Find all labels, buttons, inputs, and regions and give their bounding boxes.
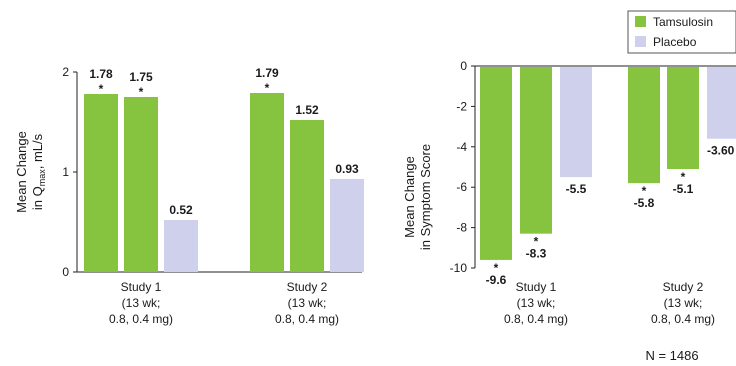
bar [667,67,699,170]
significance-marker: * [99,82,104,96]
y-tick-label: -4 [456,140,467,154]
category-label: (13 wk; [517,296,556,310]
data-label: 0.93 [335,162,359,176]
significance-marker: * [681,170,686,184]
y-tick-label: -10 [450,261,468,275]
bar [164,220,198,272]
category-label: Study 2 [287,280,328,294]
category-label: (13 wk; [288,296,327,310]
data-label: 0.52 [169,203,193,217]
category-label: (13 wk; [664,296,703,310]
category-label: Study 1 [121,280,162,294]
significance-marker: * [534,235,539,249]
data-label: -5.8 [634,196,655,210]
y-tick-label: 0 [62,265,69,279]
sample-size-note: N = 1486 [645,348,698,363]
bar [250,93,284,272]
legend-label: Placebo [653,35,697,49]
y-tick-label: -2 [456,99,467,113]
category-label: (13 wk; [122,296,161,310]
category-label: 0.8, 0.4 mg) [275,312,339,326]
y-tick-label: 1 [62,165,69,179]
data-label: 1.52 [295,103,319,117]
y-axis-label: Mean Changein Qmax, mL/s [14,131,47,213]
data-label: -5.1 [673,182,694,196]
bar [480,67,512,260]
bar [520,67,552,234]
data-label: 1.75 [129,70,153,84]
bar [707,67,736,139]
legend: Tamsulosin Placebo [627,10,736,54]
bar [628,67,660,184]
data-label: -8.3 [526,247,547,261]
y-tick-label: -6 [456,180,467,194]
category-label: Study 1 [516,280,557,294]
data-label: 1.78 [89,67,113,81]
legend-swatch [635,36,646,47]
legend-swatch [635,16,646,27]
data-label: -3.60 [707,144,735,158]
bar [560,67,592,178]
significance-marker: * [494,261,499,275]
bar [124,97,158,272]
category-label: 0.8, 0.4 mg) [109,312,173,326]
y-tick-label: 0 [460,59,467,73]
category-label: Study 2 [663,280,704,294]
bar [84,94,118,272]
bar [290,120,324,272]
legend-label: Tamsulosin [653,15,713,29]
significance-marker: * [139,85,144,99]
significance-marker: * [265,81,270,95]
symptom-score-chart-panel: 0 -2 -4 -6 -8 -10 Mean Changein Symptom Score *… [402,59,736,326]
significance-marker: * [642,184,647,198]
category-label: 0.8, 0.4 mg) [504,312,568,326]
y-axis-label: Mean Changein Symptom Score [402,144,433,250]
category-label: 0.8, 0.4 mg) [651,312,715,326]
data-label: -9.6 [486,273,507,287]
data-label: 1.79 [255,66,279,80]
data-label: -5.5 [566,182,587,196]
bar [330,179,364,272]
y-tick-label: -8 [456,221,467,235]
y-tick-label: 2 [62,65,69,79]
